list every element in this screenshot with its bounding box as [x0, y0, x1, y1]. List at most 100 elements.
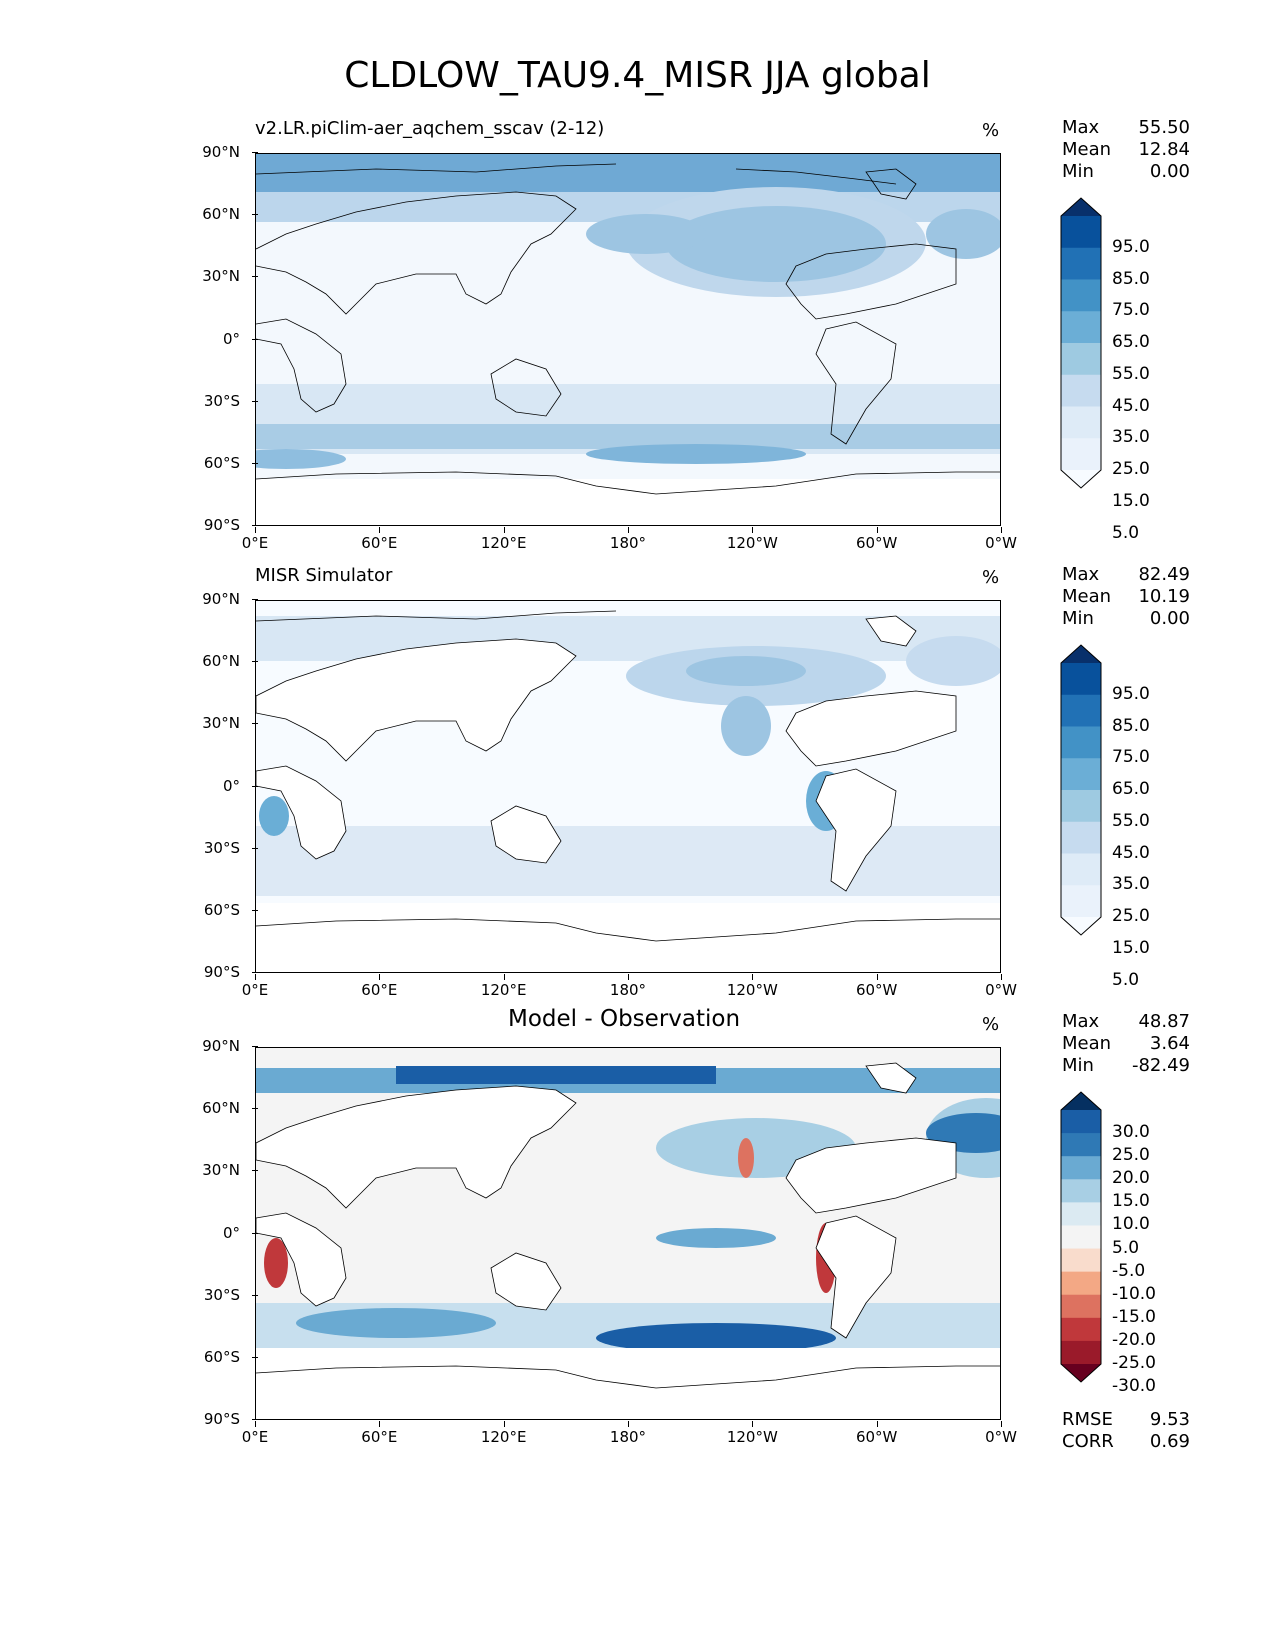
lon-tick-label: 0°E: [215, 1421, 295, 1446]
colorbar-tick-label: 20.0: [1112, 1168, 1150, 1189]
colorbar-tick-label: 35.0: [1112, 874, 1150, 895]
colorbar-band: [1061, 374, 1101, 407]
colorbar-band: [1061, 885, 1101, 918]
colorbar-tick-label: 15.0: [1112, 1191, 1150, 1212]
colorbar-tick-label: -30.0: [1112, 1376, 1156, 1397]
stat-row: Mean 10.19: [1062, 586, 1190, 608]
lon-tick-label: 60°W: [837, 1421, 917, 1446]
colorbar-band: [1061, 1225, 1101, 1250]
metric-value: 9.53: [1149, 1409, 1190, 1430]
colorbar-tick-label: 30.0: [1112, 1122, 1150, 1143]
colorbar-tick-label: 35.0: [1112, 427, 1150, 448]
stat-row: Mean 12.84: [1062, 139, 1190, 161]
colorbar-tick-label: 5.0: [1112, 522, 1140, 543]
lon-tick-label: 0°W: [961, 527, 1041, 552]
colorbar-outline: [1060, 644, 1102, 936]
colorbar-band: [1061, 216, 1101, 249]
colorbar-band: [1061, 1179, 1101, 1203]
colorbar-band: [1061, 1110, 1101, 1134]
stat-row: Min -82.49: [1062, 1055, 1190, 1077]
lat-tick-label: 30°N: [180, 714, 258, 732]
stat-label: Mean: [1062, 139, 1112, 160]
stat-value: 48.87: [1138, 1011, 1190, 1032]
colorbar-band: [1061, 1092, 1101, 1110]
metric-row: CORR 0.69: [1062, 1431, 1190, 1453]
colorbar-tick-label: 25.0: [1112, 906, 1150, 926]
colorbar-band: [1061, 1317, 1101, 1342]
panel-subtitle: v2.LR.piClim-aer_aqchem_sscav (2-12): [255, 118, 605, 139]
colorbar-tick-label: 15.0: [1112, 490, 1150, 511]
lon-tick-label: 180°: [588, 527, 668, 552]
lat-tick-label: 30°S: [180, 392, 258, 410]
units-label: %: [982, 1014, 1000, 1035]
colorbar-band: [1061, 645, 1101, 663]
lon-tick-label: 0°E: [215, 527, 295, 552]
stat-label: Min: [1062, 1055, 1094, 1076]
colorbar-tick-label: 85.0: [1112, 268, 1150, 289]
lon-tick-label: 120°W: [712, 527, 792, 552]
stat-row: Max 48.87: [1062, 1011, 1190, 1033]
colorbar-band: [1061, 853, 1101, 886]
lon-tick-label: 120°E: [464, 1421, 544, 1446]
colorbar-tick-label: -10.0: [1112, 1283, 1156, 1304]
colorbar-band: [1061, 790, 1101, 823]
colorbar-tick-label: 10.0: [1112, 1214, 1150, 1235]
colorbar-band: [1061, 438, 1101, 471]
colorbar: [1060, 644, 1102, 936]
colorbar-tick-label: 15.0: [1112, 937, 1150, 958]
map-observation: [255, 600, 1001, 973]
metric-value: 0.69: [1149, 1431, 1190, 1452]
lat-tick-label: 30°S: [180, 839, 258, 857]
lat-tick-label: 60°N: [180, 652, 258, 670]
lon-tick-label: 120°E: [464, 974, 544, 999]
lat-tick-label: 90°N: [180, 590, 258, 608]
colorbar-tick-label: 55.0: [1112, 363, 1150, 384]
lat-tick-label: 90°N: [180, 143, 258, 161]
lon-tick-label: 60°W: [837, 527, 917, 552]
colorbar-band: [1061, 663, 1101, 696]
colorbar-band: [1061, 821, 1101, 854]
colorbar-tick-label: 85.0: [1112, 715, 1150, 736]
lat-tick-label: 60°S: [180, 454, 258, 472]
map-difference: [255, 1047, 1001, 1420]
colorbar-outline: [1060, 1091, 1102, 1383]
stat-label: Max: [1062, 117, 1100, 138]
stat-value: 0.00: [1149, 608, 1190, 629]
stat-value: -82.49: [1131, 1055, 1190, 1076]
units-label: %: [982, 567, 1000, 588]
lat-tick-label: 0°: [180, 330, 258, 348]
colorbar-outline: [1060, 197, 1102, 489]
lat-tick-label: 30°N: [180, 1161, 258, 1179]
lon-tick-label: 120°W: [712, 974, 792, 999]
colorbar-band: [1061, 470, 1101, 488]
colorbar-tick-label: 75.0: [1112, 747, 1150, 768]
lat-tick-label: 60°S: [180, 901, 258, 919]
colorbar-band: [1061, 1364, 1101, 1382]
colorbar-tick-label: 25.0: [1112, 1145, 1150, 1166]
colorbar-tick-label: 5.0: [1112, 969, 1140, 990]
colorbar-tick-label: 65.0: [1112, 332, 1150, 352]
colorbar-tick-label: 95.0: [1112, 683, 1150, 704]
stat-value: 12.84: [1138, 139, 1190, 160]
colorbar-tick-label: -15.0: [1112, 1306, 1156, 1327]
colorbar-tick-label: 55.0: [1112, 810, 1150, 831]
stat-label: Mean: [1062, 1033, 1112, 1054]
lat-tick-label: 60°N: [180, 205, 258, 223]
metric-label: RMSE: [1062, 1409, 1113, 1430]
lon-tick-label: 180°: [588, 974, 668, 999]
colorbar-tick-label: 95.0: [1112, 236, 1150, 257]
stat-row: Mean 3.64: [1062, 1033, 1190, 1055]
stat-value: 3.64: [1149, 1033, 1190, 1054]
stats-block: Max 48.87 Mean 3.64 Min -82.49: [1062, 1011, 1190, 1077]
colorbar-tick-label: 45.0: [1112, 395, 1150, 416]
colorbar-band: [1061, 726, 1101, 759]
lat-tick-label: 30°N: [180, 267, 258, 285]
stats-block: Max 55.50 Mean 12.84 Min 0.00: [1062, 117, 1190, 183]
panel-subtitle: MISR Simulator: [255, 565, 393, 586]
colorbar-band: [1061, 279, 1101, 312]
metrics-block: RMSE 9.53 CORR 0.69: [1062, 1409, 1190, 1453]
lon-tick-label: 0°W: [961, 1421, 1041, 1446]
colorbar: [1060, 197, 1102, 489]
colorbar-band: [1061, 247, 1101, 280]
colorbar-band: [1061, 758, 1101, 791]
